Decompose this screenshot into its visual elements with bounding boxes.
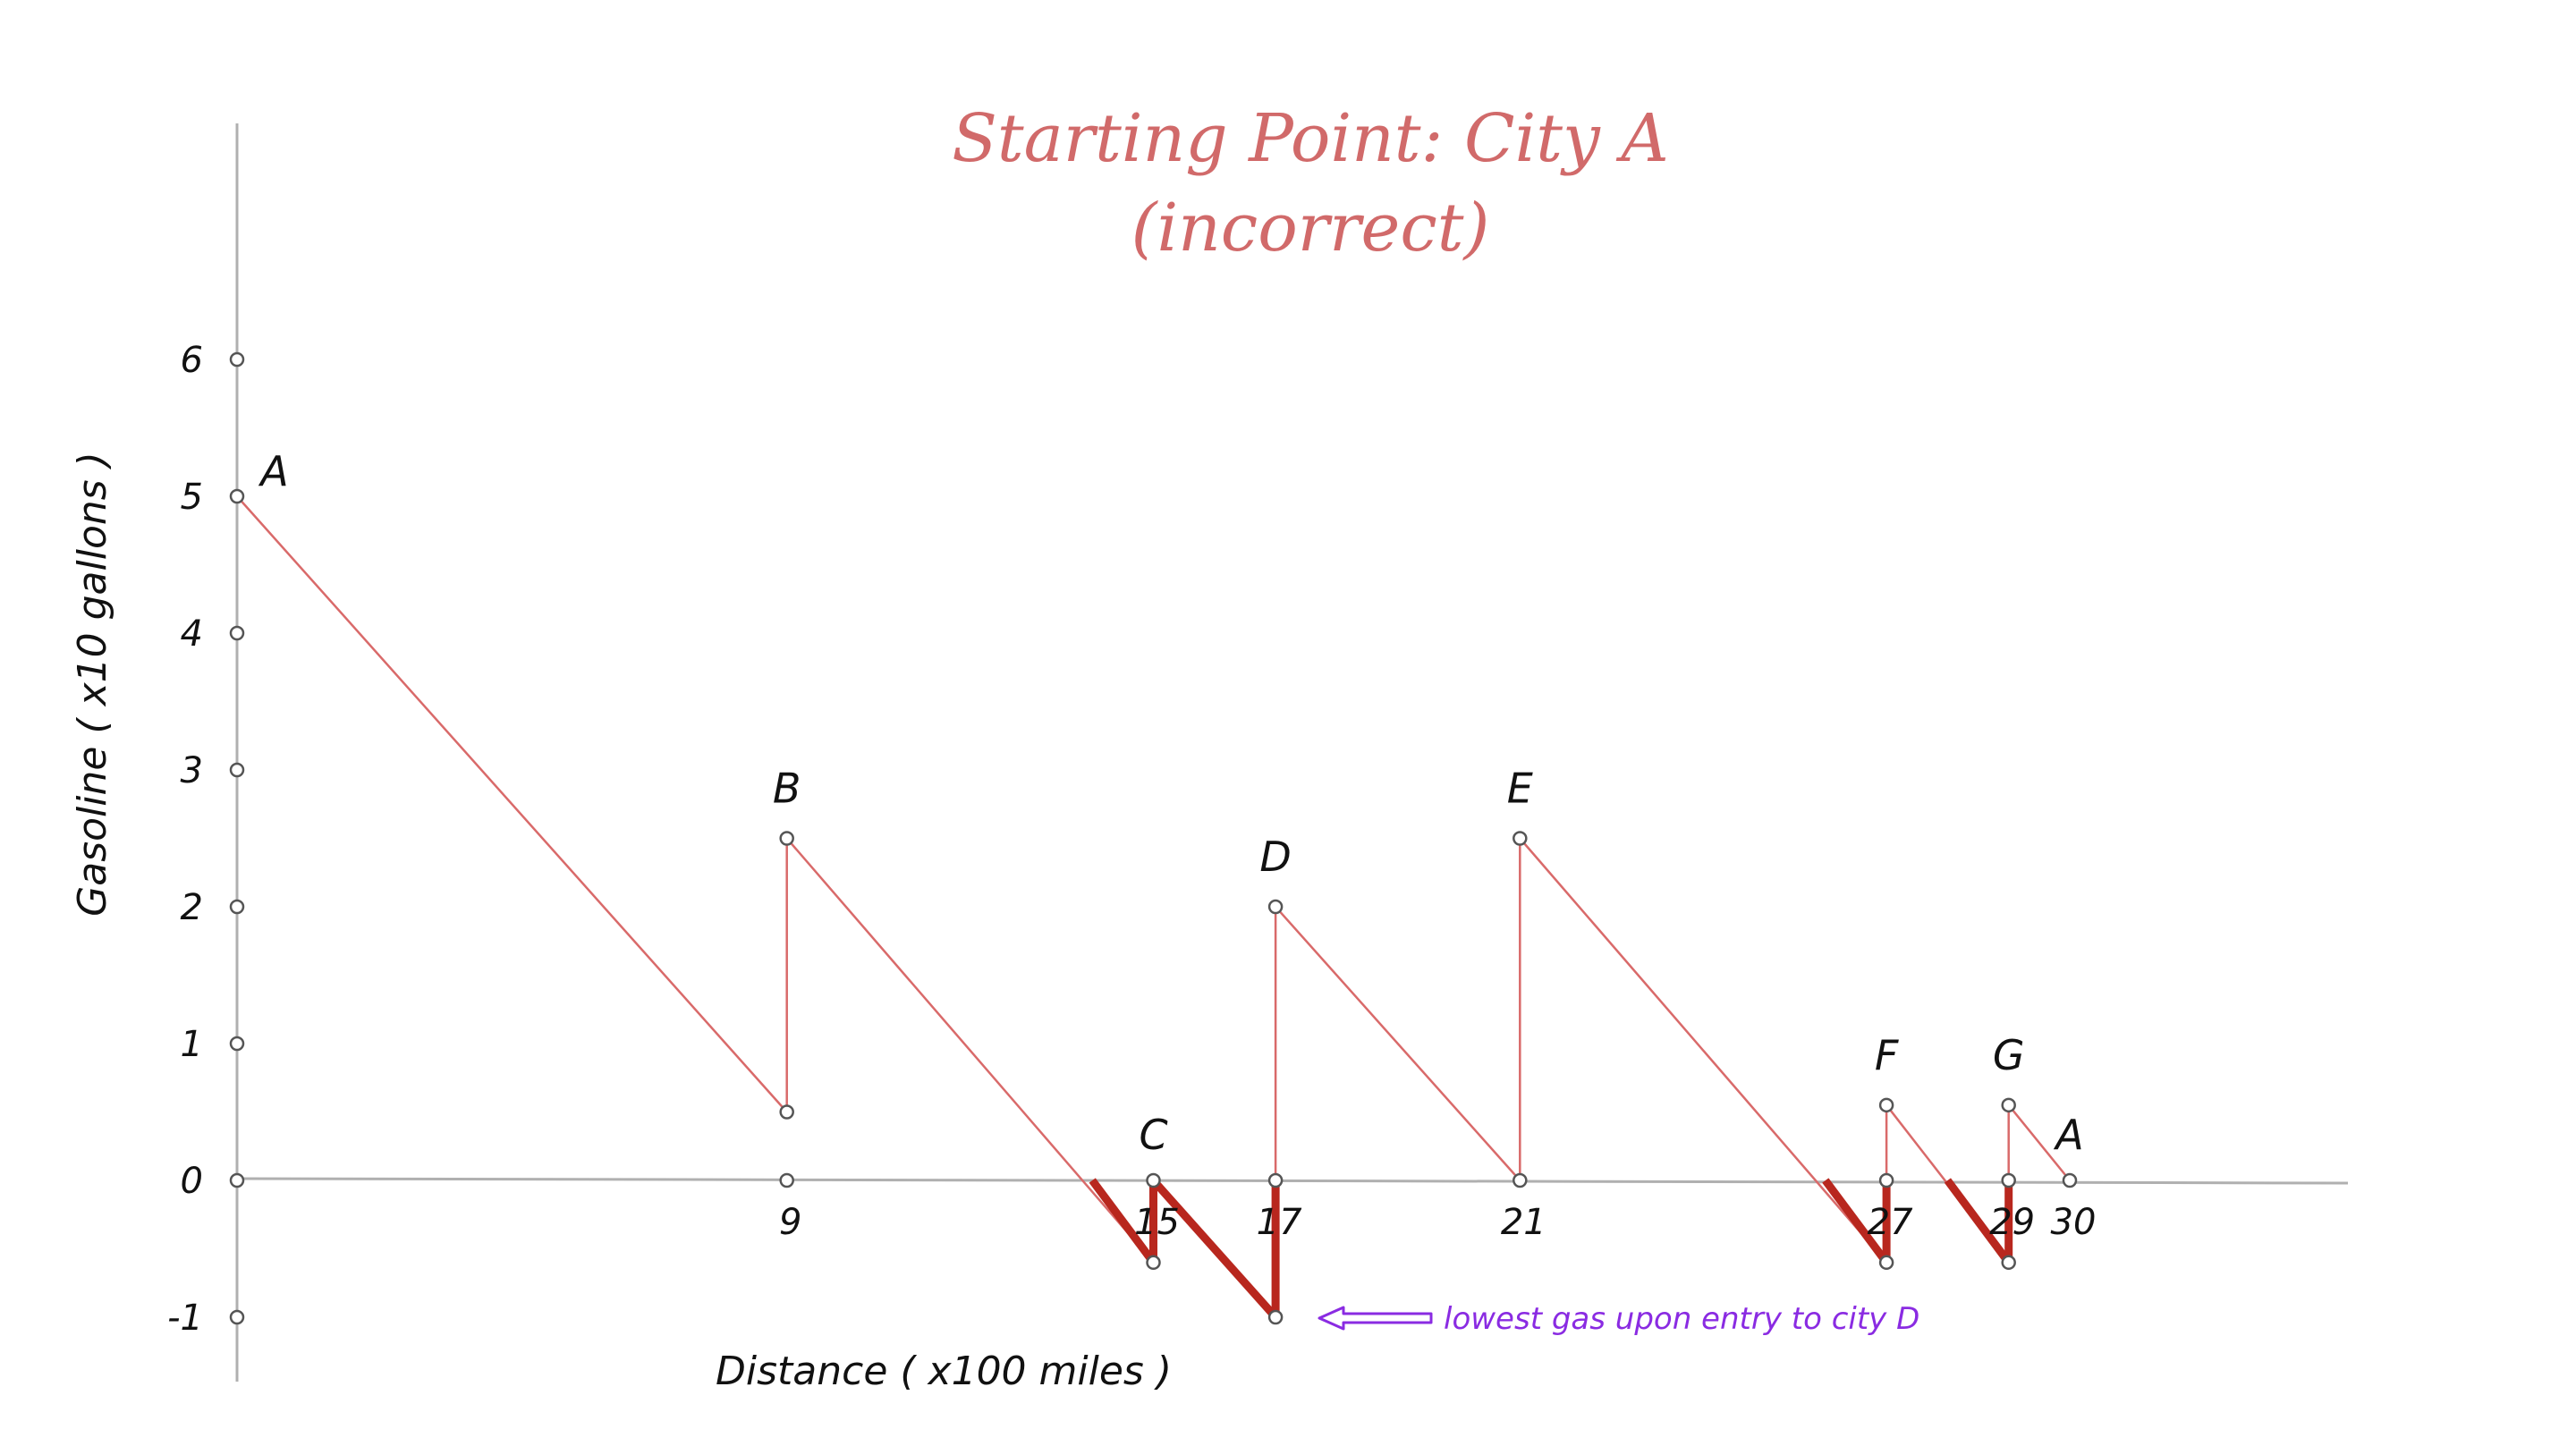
data-point	[229, 1036, 245, 1052]
data-point	[2001, 1172, 2016, 1188]
data-point	[229, 1309, 245, 1325]
data-point	[229, 762, 245, 778]
data-point	[1267, 1309, 1284, 1325]
data-layer	[236, 495, 2071, 1320]
chart-subtitle: (incorrect)	[1131, 190, 1490, 266]
city-label: F	[1875, 1031, 1899, 1079]
x-tick-label: 27	[1868, 1202, 1913, 1243]
negative-gas-segment	[1822, 1178, 1890, 1265]
x-axis-title: Distance ( x100 miles )	[716, 1349, 1172, 1394]
y-tick-label: 6	[181, 340, 203, 381]
data-point	[1878, 1172, 1894, 1188]
city-label: E	[1507, 765, 1533, 813]
y-tick-label: 1	[181, 1024, 203, 1065]
y-tick-label: -1	[167, 1298, 203, 1339]
x-axis	[236, 1177, 2349, 1185]
y-tick-label: 3	[181, 750, 203, 791]
data-point	[2062, 1172, 2078, 1188]
data-point	[2001, 1255, 2016, 1271]
annotation-text: lowest gas upon entry to city D	[1444, 1301, 1919, 1337]
data-point	[2001, 1097, 2016, 1113]
data-point	[229, 488, 245, 504]
city-label: D	[1259, 833, 1291, 881]
x-tick-label: 30	[2051, 1202, 2097, 1243]
x-tick-label: 15	[1134, 1202, 1180, 1243]
data-point	[779, 1104, 794, 1120]
y-tick-label: 5	[181, 477, 203, 518]
data-point	[1146, 1255, 1161, 1271]
city-label: G	[1993, 1031, 2025, 1079]
data-point	[229, 351, 245, 368]
x-tick-label: 17	[1257, 1202, 1302, 1243]
data-point	[779, 1172, 794, 1188]
negative-gas-segment	[1089, 1178, 1157, 1265]
y-axis-title: Gasoline ( x10 gallons )	[70, 452, 115, 917]
annotation-arrow-icon	[1318, 1306, 1433, 1331]
negative-gas-segment	[1150, 1178, 1279, 1320]
data-point	[1878, 1255, 1894, 1271]
chart-title: Starting Point: City A	[952, 100, 1669, 177]
city-label: A	[2053, 1111, 2083, 1159]
city-label: B	[773, 765, 801, 813]
data-point	[1513, 1172, 1528, 1188]
data-point	[229, 625, 245, 641]
data-point	[229, 899, 245, 915]
data-point	[1267, 899, 1284, 915]
x-tick-label: 21	[1501, 1202, 1546, 1243]
data-point	[1878, 1097, 1894, 1113]
y-tick-label: 4	[181, 613, 203, 655]
data-point	[1267, 1172, 1284, 1188]
city-label: A	[258, 447, 288, 495]
data-point	[229, 1172, 245, 1188]
city-label: C	[1139, 1111, 1167, 1159]
data-point	[779, 831, 794, 846]
annotation: lowest gas upon entry to city D	[1318, 1301, 1919, 1337]
x-tick-label: 29	[1989, 1202, 2035, 1243]
x-tick-label: 9	[779, 1202, 801, 1243]
data-point	[1513, 831, 1528, 846]
negative-gas-segment	[1944, 1178, 2012, 1265]
data-point	[1146, 1172, 1161, 1188]
points-layer	[229, 351, 2078, 1325]
y-tick-label: 0	[181, 1161, 203, 1202]
y-tick-label: 2	[181, 887, 203, 928]
